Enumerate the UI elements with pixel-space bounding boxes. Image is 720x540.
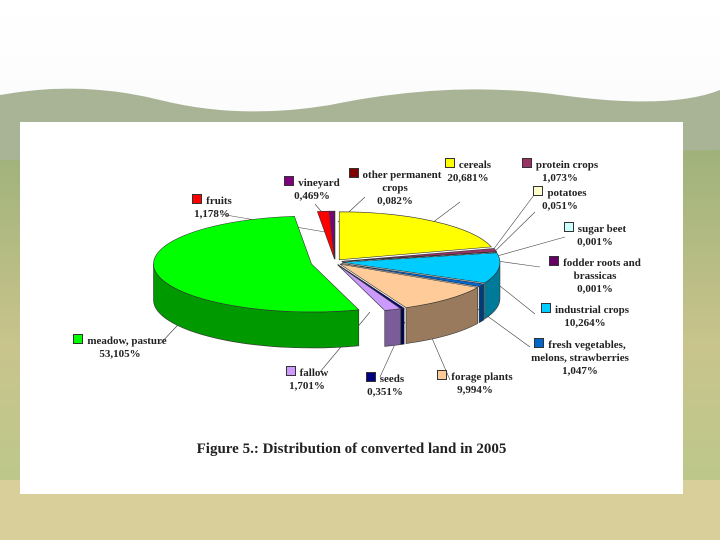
legend-swatch	[549, 256, 560, 266]
slice-value: 0,001%	[577, 236, 613, 248]
slice	[333, 210, 336, 260]
legend-swatch	[285, 366, 296, 376]
slice-value: 0,051%	[542, 200, 578, 212]
slice	[341, 252, 501, 284]
slice-label: sugar beet 0,001%	[555, 222, 635, 249]
slice	[316, 210, 335, 260]
slice-side	[400, 307, 405, 345]
slice-value: 0,351%	[367, 386, 403, 398]
slice-name: fresh vegetables, melons, strawberries	[531, 339, 629, 364]
legend-swatch	[437, 370, 448, 380]
slice-name: meadow, pasture	[87, 335, 167, 347]
slice-label: cereals 20,681%	[428, 158, 508, 185]
legend-swatch	[563, 222, 574, 232]
slice	[339, 263, 479, 308]
legend-swatch	[444, 158, 455, 168]
slice-name: other permanent crops	[362, 169, 442, 194]
slice	[153, 215, 360, 313]
slice-label: forage plants 9,994%	[420, 370, 530, 397]
slice-name: vineyard	[298, 177, 340, 189]
slice-label: fodder roots and brassicas 0,001%	[535, 256, 655, 296]
legend-swatch	[521, 158, 532, 168]
slice-label: vineyard 0,469%	[272, 176, 352, 203]
legend-swatch	[534, 338, 545, 348]
slice-name: sugar beet	[577, 223, 627, 235]
chart-panel: Figure 5.: Distribution of converted lan…	[20, 122, 683, 494]
slice-name: fodder roots and brassicas	[563, 257, 641, 282]
slice	[337, 264, 402, 311]
legend-swatch	[365, 372, 376, 382]
slice-value: 10,264%	[564, 317, 606, 329]
slice-name: seeds	[379, 373, 405, 385]
slice-label: seeds 0,351%	[350, 372, 420, 399]
slice-value: 0,082%	[377, 195, 413, 207]
legend-swatch	[348, 168, 359, 178]
legend-swatch	[192, 194, 203, 204]
chart-title: Figure 5.: Distribution of converted lan…	[196, 441, 507, 457]
slice-label: fresh vegetables, melons, strawberries 1,…	[520, 338, 640, 378]
slice-label: potatoes 0,051%	[520, 186, 600, 213]
legend-swatch	[73, 334, 84, 344]
leader-line	[489, 186, 541, 255]
slice-value: 20,681%	[447, 172, 489, 184]
slice-name: forage plants	[451, 371, 513, 383]
legend-swatch	[540, 303, 551, 313]
pie-chart	[153, 186, 566, 381]
slice-value: 1,073%	[542, 172, 578, 184]
slice-value: 0,001%	[577, 283, 613, 295]
slice-name: industrial crops	[554, 304, 630, 316]
slice-value: 0,469%	[294, 190, 330, 202]
leader-line	[489, 236, 566, 259]
slice-value: 53,105%	[99, 348, 141, 360]
slice-label: fallow 1,701%	[272, 366, 342, 393]
slice-label: meadow, pasture 53,105%	[60, 334, 180, 361]
slice	[338, 211, 493, 261]
slice-name: cereals	[458, 159, 492, 171]
slice-side	[384, 308, 401, 347]
leader-line	[494, 281, 536, 315]
slice-label: other permanent crops 0,082%	[340, 168, 450, 208]
legend-swatch	[284, 176, 295, 186]
legend-swatch	[533, 186, 544, 196]
slice-side	[478, 283, 485, 324]
slice-name: potatoes	[547, 187, 587, 199]
slice-label: industrial crops 10,264%	[525, 303, 645, 330]
slice-value: 1,047%	[562, 365, 598, 377]
slice-value: 1,701%	[289, 380, 325, 392]
slice-name: fallow	[299, 367, 329, 379]
slice-value: 9,994%	[457, 384, 493, 396]
slice-value: 1,178%	[194, 208, 230, 220]
slice-label: protein crops 1,073%	[510, 158, 610, 185]
leader-line	[489, 211, 536, 257]
slice	[341, 251, 498, 262]
slice-name: fruits	[206, 195, 232, 207]
slice	[341, 262, 485, 288]
slice-label: fruits 1,178%	[172, 194, 252, 221]
slice-name: protein crops	[535, 159, 599, 171]
